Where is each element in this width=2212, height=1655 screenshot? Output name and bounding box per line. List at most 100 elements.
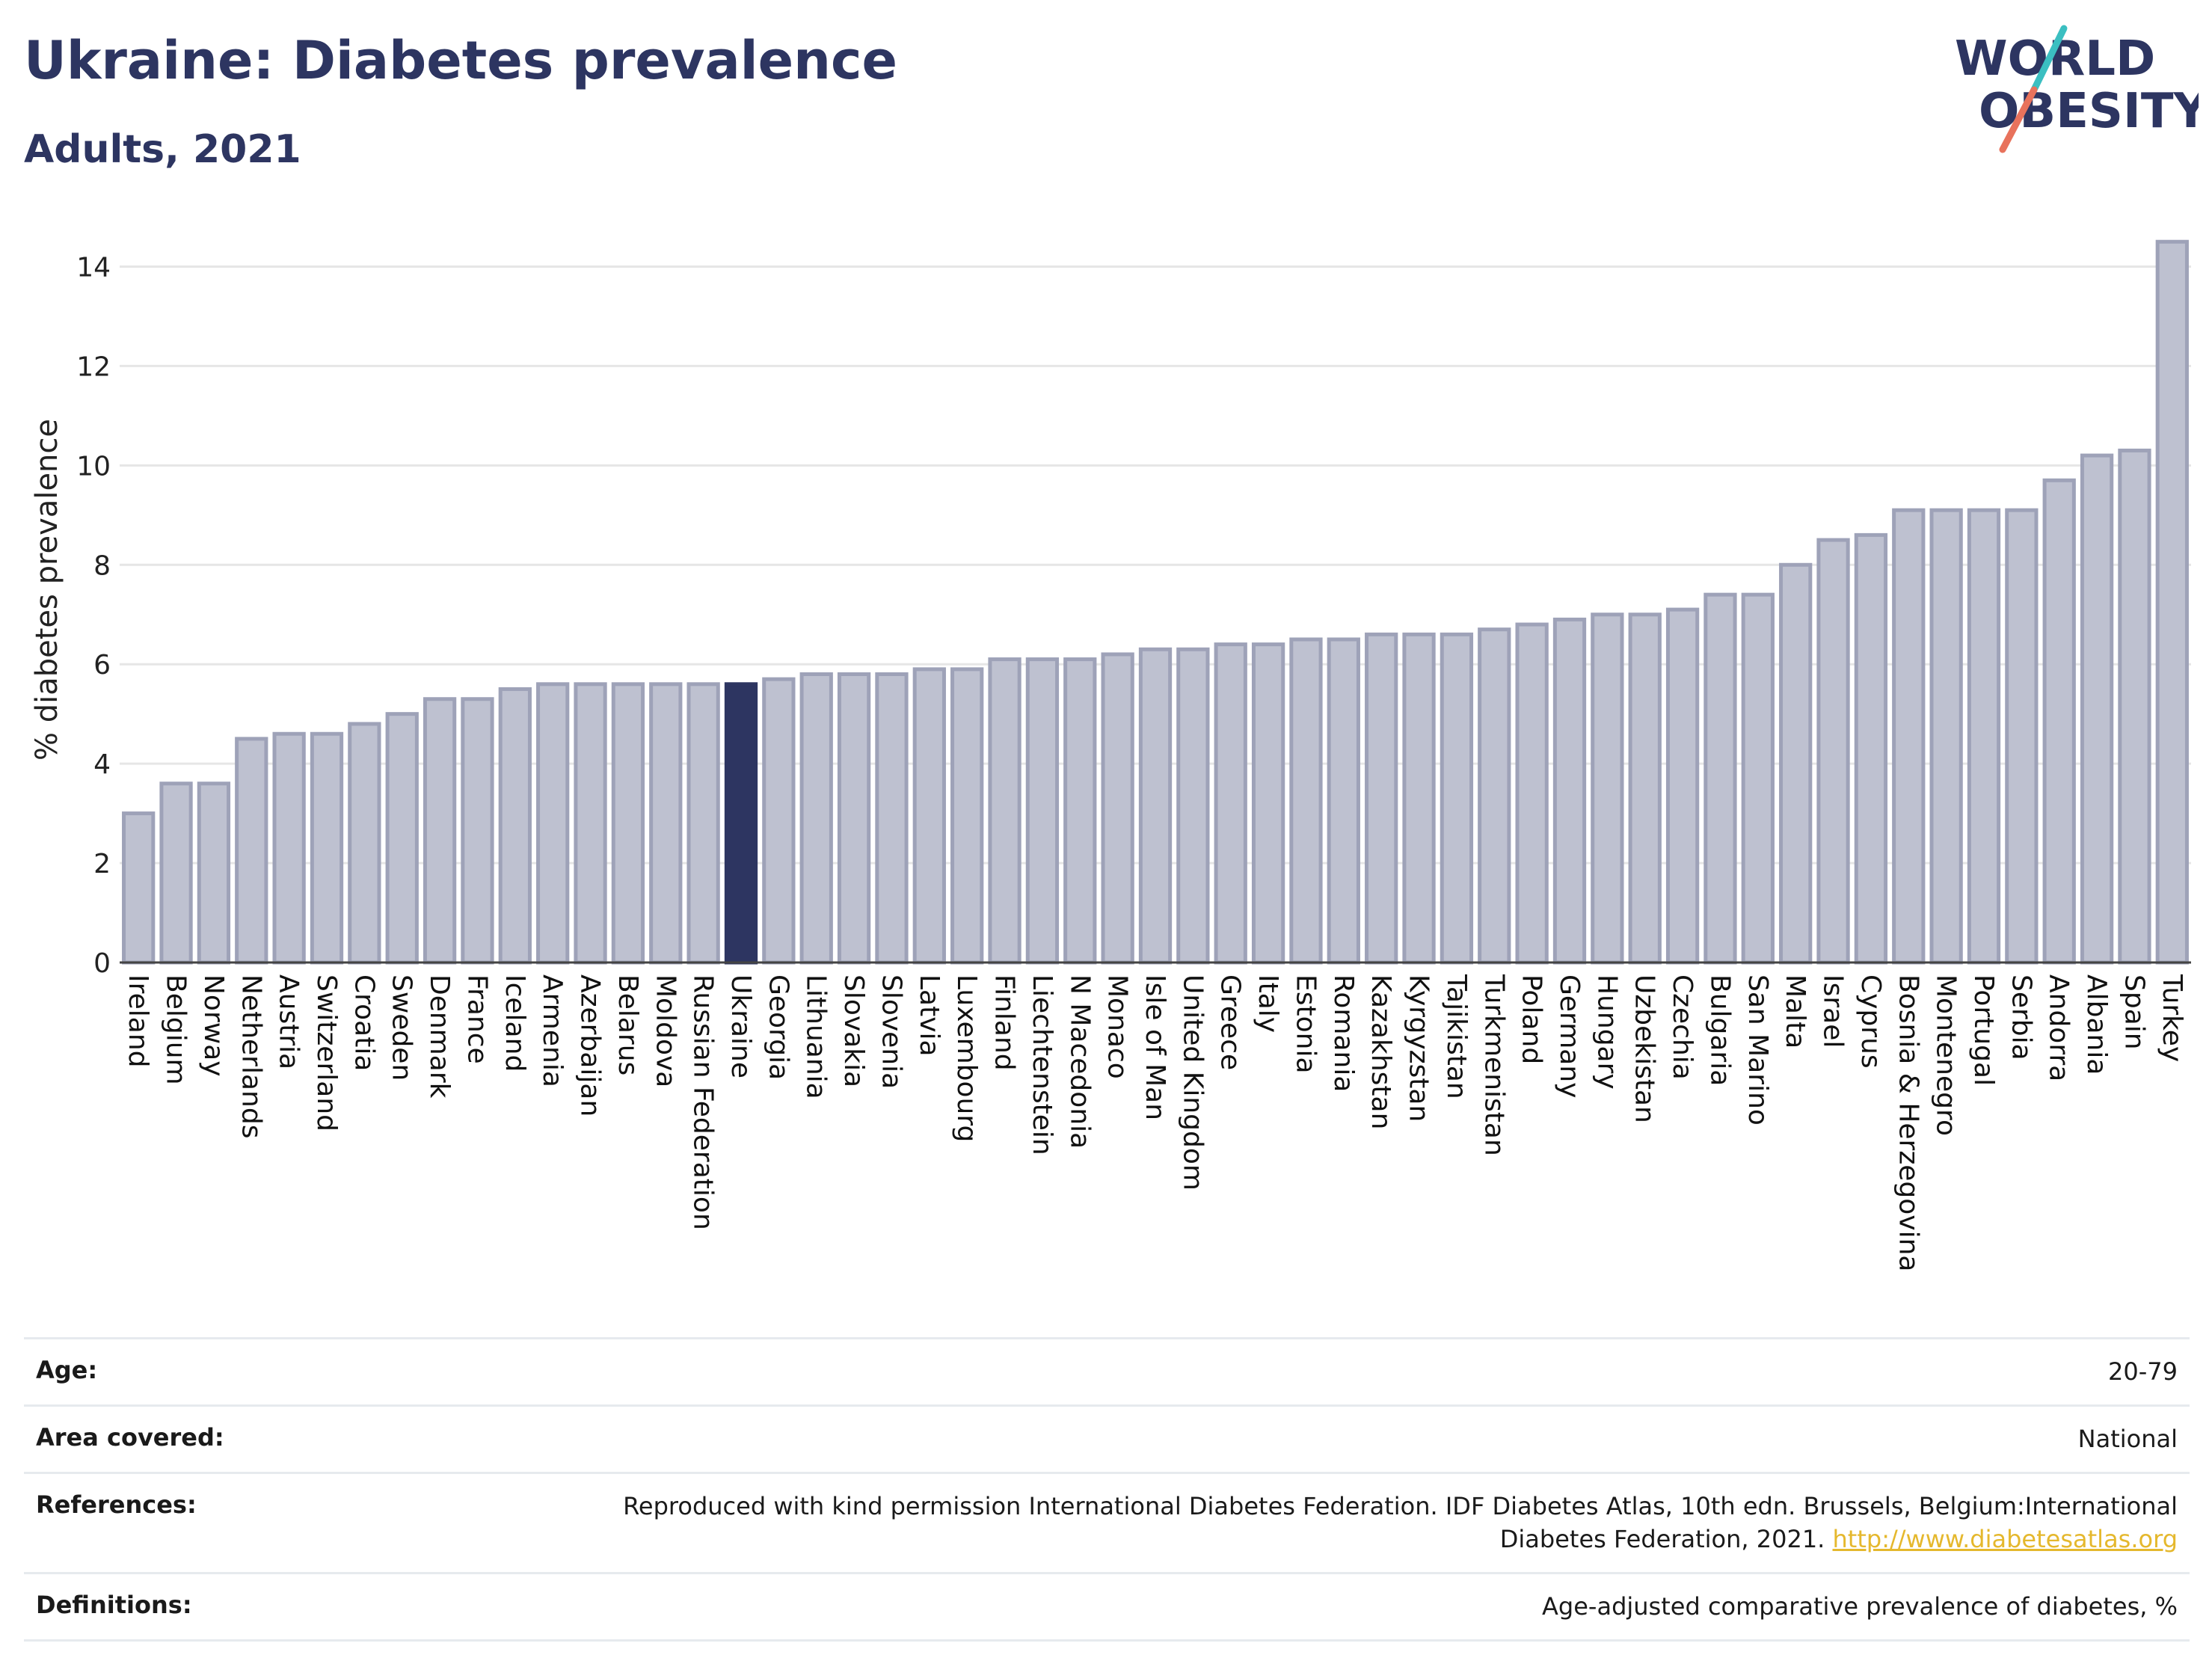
bar-norway	[197, 782, 231, 965]
bar-spain	[2118, 448, 2151, 965]
bar-romania	[1327, 637, 1360, 965]
references-link[interactable]: http://www.diabetesatlas.org	[1832, 1524, 2178, 1553]
bar-sweden	[385, 712, 419, 965]
x-tick-label: Norway	[198, 974, 229, 1077]
x-tick-label: Uzbekistan	[1629, 974, 1660, 1123]
bar-ireland	[122, 811, 156, 965]
y-tick-label: 8	[93, 550, 111, 581]
x-tick-label: Serbia	[2006, 974, 2036, 1060]
bar-n-macedonia	[1063, 657, 1097, 965]
bar-croatia	[348, 722, 381, 965]
x-tick-label: Romania	[1328, 974, 1359, 1092]
x-tick-label: Kyrgyzstan	[1404, 974, 1434, 1122]
x-tick-label: San Marino	[1742, 974, 1773, 1126]
page-title: Ukraine: Diabetes prevalence	[24, 30, 897, 91]
x-tick-label: Germany	[1554, 974, 1585, 1098]
page-subtitle: Adults, 2021	[24, 127, 301, 172]
bar-germany	[1552, 617, 1587, 965]
x-tick-label: Hungary	[1591, 974, 1622, 1090]
x-tick-label: Monaco	[1102, 974, 1133, 1079]
x-tick-label: Russian Federation	[688, 974, 719, 1230]
bar-uzbekistan	[1628, 612, 1662, 965]
y-tick-label: 6	[93, 650, 111, 681]
world-obesity-logo: WORLD OBESITY	[1955, 25, 2199, 153]
bar-bulgaria	[1703, 592, 1737, 965]
x-tick-label: Denmark	[424, 974, 455, 1099]
x-tick-label: Estonia	[1290, 974, 1321, 1074]
x-tick-label: Croatia	[348, 974, 379, 1071]
bar-switzerland	[310, 731, 344, 965]
bar-slovakia	[837, 672, 871, 965]
x-tick-label: Tajikistan	[1441, 974, 1472, 1099]
x-tick-label: Czechia	[1667, 974, 1698, 1080]
area-label: Area covered:	[36, 1423, 224, 1452]
x-tick-label: Cyprus	[1855, 974, 1886, 1069]
area-value: National	[2077, 1425, 2178, 1454]
y-tick-label: 4	[93, 749, 111, 780]
x-tick-label: Armenia	[537, 974, 568, 1087]
bar-united-kingdom	[1176, 647, 1210, 965]
bar-andorra	[2042, 478, 2076, 965]
x-tick-label: Poland	[1517, 974, 1547, 1064]
x-tick-label: United Kingdom	[1177, 974, 1208, 1191]
y-tick-label: 14	[76, 252, 111, 283]
bar-serbia	[2005, 508, 2039, 965]
bar-ukraine	[724, 682, 758, 965]
age-value: 20-79	[2108, 1357, 2178, 1386]
x-tick-label: Albania	[2081, 974, 2112, 1075]
bar-georgia	[762, 677, 796, 965]
x-tick-label: Kazakhstan	[1365, 974, 1396, 1129]
x-tick-label: Austria	[274, 974, 304, 1069]
bar-belarus	[611, 682, 645, 965]
x-tick-label: Netherlands	[236, 974, 266, 1138]
y-tick-label: 10	[76, 451, 111, 482]
x-tick-label: Belarus	[612, 974, 643, 1075]
x-tick-label: Turkey	[2157, 974, 2187, 1062]
bar-portugal	[1967, 508, 2001, 965]
bar-san-marino	[1741, 592, 1775, 965]
y-tick-label: 0	[93, 948, 111, 979]
info-row-definitions: Definitions: Age-adjusted comparative pr…	[24, 1571, 2190, 1642]
bar-austria	[272, 731, 306, 965]
x-tick-label: Bulgaria	[1704, 974, 1735, 1086]
bar-kazakhstan	[1365, 632, 1398, 965]
y-tick-label: 2	[93, 849, 111, 879]
references-label: References:	[36, 1490, 197, 1520]
x-tick-label: Malta	[1780, 974, 1810, 1048]
bar-poland	[1515, 622, 1549, 965]
info-row-references: References: Reproduced with kind permiss…	[24, 1472, 2190, 1571]
bar-france	[461, 697, 494, 965]
x-tick-label: Sweden	[387, 974, 417, 1081]
x-tick-label: Slovakia	[838, 974, 869, 1087]
x-tick-label: Belgium	[161, 974, 191, 1085]
info-row-age: Age: 20-79	[24, 1337, 2190, 1404]
y-tick-label: 12	[76, 351, 111, 382]
x-tick-label: Latvia	[914, 974, 944, 1057]
x-tick-label: Portugal	[1968, 974, 1999, 1086]
references-value: Reproduced with kind permission Internat…	[622, 1490, 2178, 1555]
x-tick-label: Andorra	[2044, 974, 2074, 1081]
x-tick-label: Ireland	[123, 974, 153, 1068]
bar-montenegro	[1929, 508, 1963, 965]
definitions-value: Age-adjusted comparative prevalence of d…	[1542, 1591, 2178, 1621]
bar-greece	[1214, 642, 1247, 965]
x-tick-label: Switzerland	[311, 974, 342, 1132]
bar-malta	[1779, 562, 1813, 965]
x-tick-label: Turkmenistan	[1478, 974, 1509, 1156]
bar-turkey	[2155, 239, 2189, 965]
bar-moldova	[649, 682, 683, 965]
x-tick-label: Moldova	[650, 974, 681, 1087]
bar-tajikistan	[1440, 632, 1474, 965]
x-tick-label: Iceland	[500, 974, 530, 1072]
bar-latvia	[912, 667, 946, 965]
x-tick-label: Spain	[2119, 974, 2149, 1050]
bar-monaco	[1101, 652, 1134, 965]
bar-lithuania	[799, 672, 833, 965]
bar-hungary	[1591, 612, 1624, 965]
bar-bosnia-herzegovina	[1892, 508, 1926, 965]
bar-turkmenistan	[1478, 627, 1511, 965]
bar-iceland	[498, 687, 532, 965]
x-tick-label: Ukraine	[725, 974, 756, 1078]
x-tick-label: Italy	[1253, 974, 1283, 1033]
x-tick-label: N Macedonia	[1064, 974, 1095, 1149]
